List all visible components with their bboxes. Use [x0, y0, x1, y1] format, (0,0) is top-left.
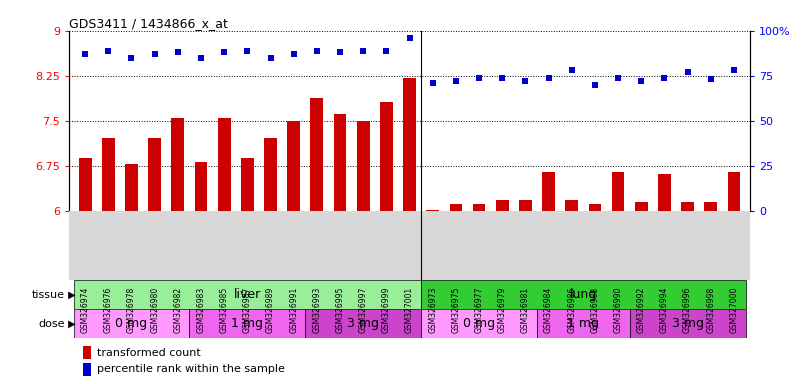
Bar — [403, 78, 416, 211]
Text: 3 mg: 3 mg — [347, 317, 380, 330]
Bar — [241, 158, 254, 211]
Point — [357, 48, 370, 54]
Text: ▶: ▶ — [65, 318, 75, 329]
Bar — [333, 114, 346, 211]
Point — [217, 49, 230, 55]
Bar — [218, 118, 230, 211]
Text: ▶: ▶ — [65, 290, 75, 300]
Text: percentile rank within the sample: percentile rank within the sample — [97, 364, 285, 374]
Point — [195, 55, 208, 61]
Text: 0 mg: 0 mg — [115, 317, 148, 330]
Point — [333, 49, 346, 55]
Bar — [519, 200, 532, 211]
Text: transformed count: transformed count — [97, 348, 200, 358]
Bar — [74, 280, 421, 309]
Bar — [565, 200, 578, 211]
Point — [102, 48, 115, 54]
Point — [264, 55, 277, 61]
Point — [427, 80, 440, 86]
Point — [658, 74, 671, 81]
Point — [542, 74, 555, 81]
Bar — [449, 204, 462, 211]
Point — [519, 78, 532, 84]
Point — [79, 51, 92, 57]
Bar — [287, 121, 300, 211]
Point — [704, 76, 717, 83]
Point — [449, 78, 462, 84]
Bar — [705, 202, 717, 211]
Bar — [357, 121, 370, 211]
Bar — [589, 204, 601, 211]
Bar — [635, 202, 648, 211]
Bar — [195, 162, 208, 211]
Text: tissue: tissue — [32, 290, 65, 300]
Text: 0 mg: 0 mg — [463, 317, 496, 330]
Point — [565, 67, 578, 73]
Point — [473, 74, 486, 81]
Bar — [171, 118, 184, 211]
Point — [380, 48, 393, 54]
Text: liver: liver — [234, 288, 261, 301]
Point — [635, 78, 648, 84]
Bar — [311, 98, 324, 211]
Bar — [305, 309, 421, 338]
Bar — [125, 164, 138, 211]
Point — [589, 82, 602, 88]
Bar — [74, 309, 190, 338]
Bar — [543, 172, 555, 211]
Point — [287, 51, 300, 57]
Point — [125, 55, 138, 61]
Bar — [79, 158, 92, 211]
Text: dose: dose — [38, 318, 65, 329]
Bar — [421, 280, 745, 309]
Bar — [421, 309, 537, 338]
Bar — [727, 172, 740, 211]
Text: 1 mg: 1 mg — [568, 317, 599, 330]
Bar — [611, 172, 624, 211]
Bar — [681, 202, 694, 211]
Bar — [537, 309, 629, 338]
Point — [403, 35, 416, 41]
Point — [496, 74, 508, 81]
Bar — [629, 309, 745, 338]
Point — [171, 49, 184, 55]
Point — [727, 67, 740, 73]
Bar — [102, 138, 114, 211]
Text: GDS3411 / 1434866_x_at: GDS3411 / 1434866_x_at — [69, 17, 228, 30]
Text: lung: lung — [569, 288, 597, 301]
Bar — [264, 138, 277, 211]
Bar — [473, 204, 486, 211]
Point — [241, 48, 254, 54]
Point — [148, 51, 161, 57]
Text: 1 mg: 1 mg — [231, 317, 264, 330]
Bar — [148, 138, 161, 211]
Bar — [380, 102, 393, 211]
Point — [311, 48, 324, 54]
Point — [681, 69, 694, 75]
Text: 3 mg: 3 mg — [672, 317, 704, 330]
Bar — [190, 309, 305, 338]
Bar — [83, 363, 92, 376]
Bar — [83, 346, 92, 359]
Bar — [496, 200, 508, 211]
Bar — [658, 174, 671, 211]
Bar — [427, 210, 439, 211]
Point — [611, 74, 624, 81]
